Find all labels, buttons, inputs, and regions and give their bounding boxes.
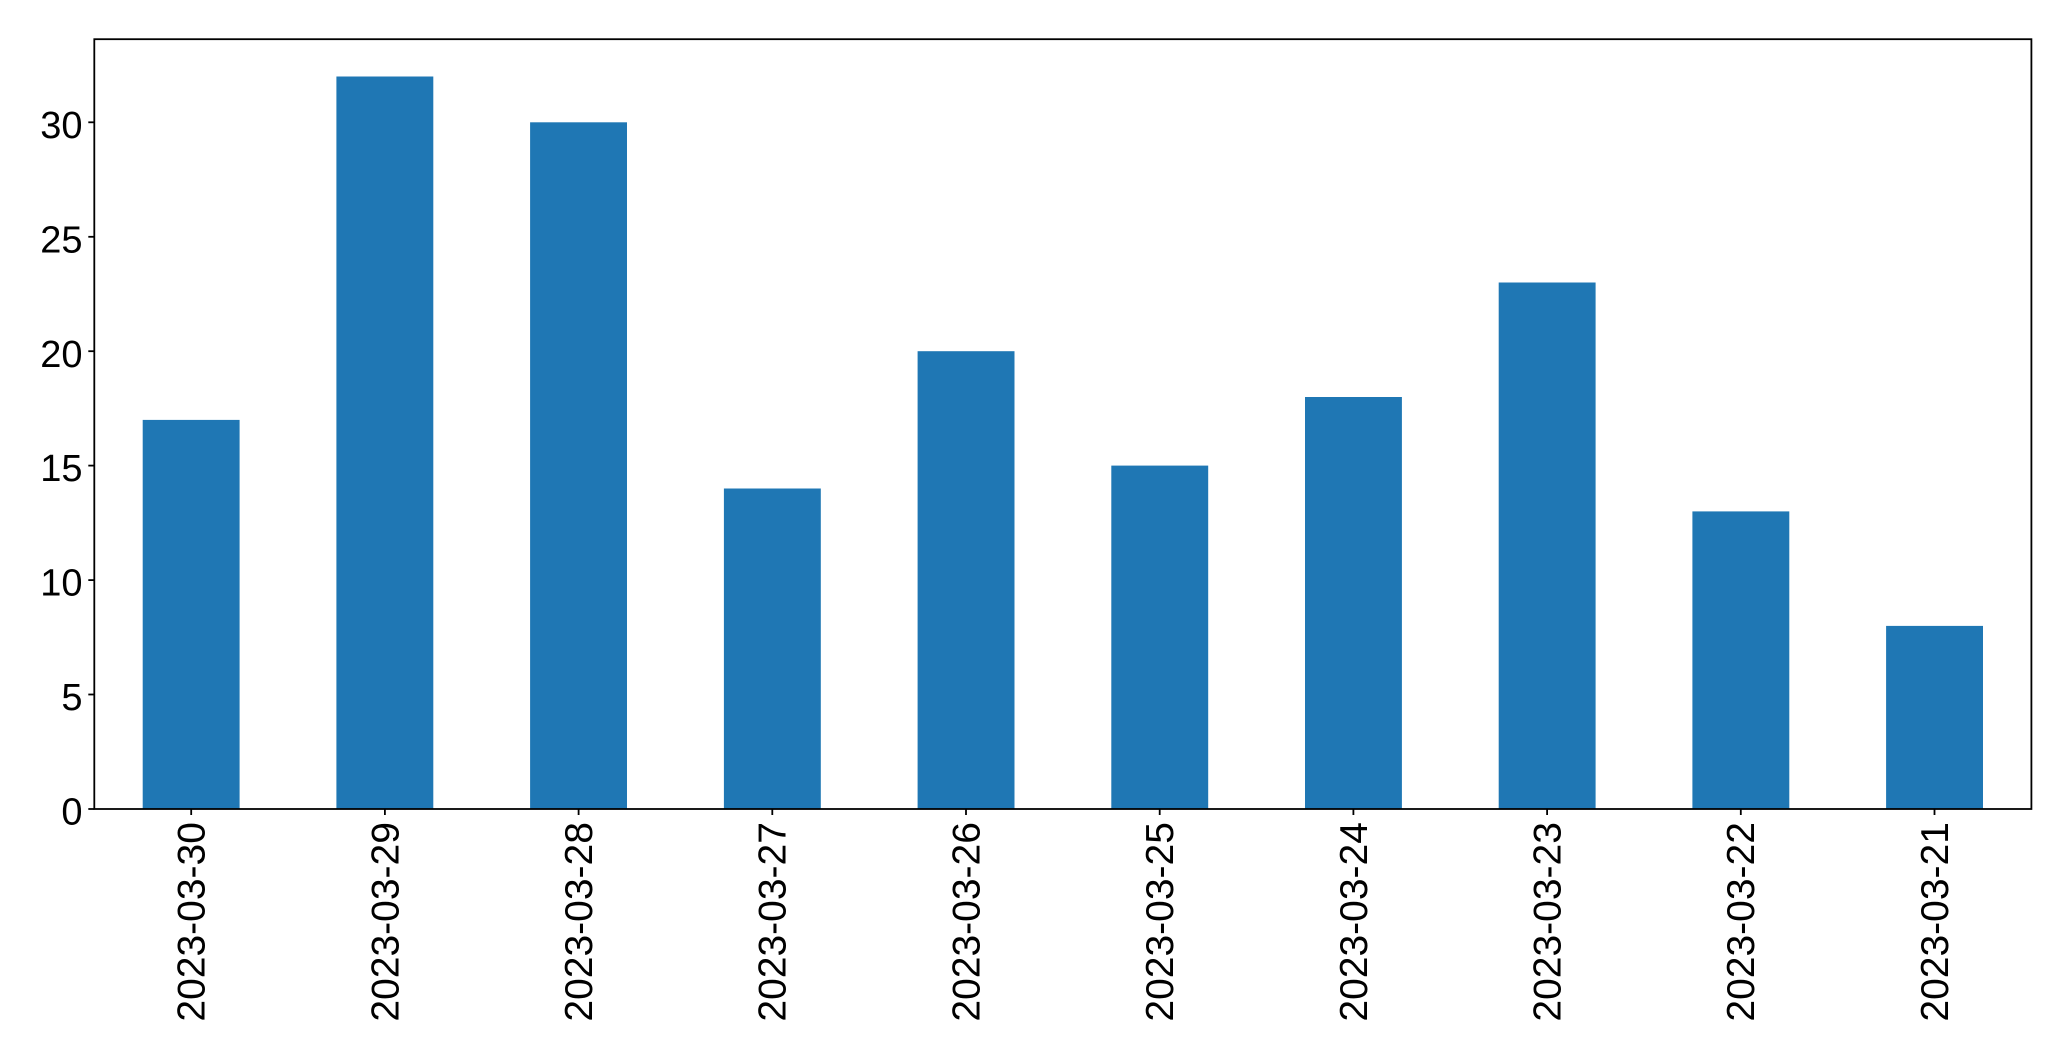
svg-text:2023-03-21: 2023-03-21 [1914,822,1957,1022]
svg-text:2023-03-22: 2023-03-22 [1720,822,1763,1022]
svg-text:5: 5 [61,677,82,719]
svg-text:2023-03-23: 2023-03-23 [1527,822,1570,1022]
svg-text:25: 25 [40,219,82,261]
svg-text:10: 10 [40,563,82,605]
svg-text:2023-03-28: 2023-03-28 [558,822,601,1022]
svg-text:2023-03-25: 2023-03-25 [1139,822,1182,1022]
svg-text:2023-03-30: 2023-03-30 [171,822,214,1022]
svg-text:2023-03-27: 2023-03-27 [752,822,795,1022]
svg-text:0: 0 [61,792,82,834]
svg-text:15: 15 [40,448,82,490]
svg-text:2023-03-24: 2023-03-24 [1333,822,1376,1022]
svg-text:2023-03-26: 2023-03-26 [945,822,988,1022]
svg-text:20: 20 [40,334,82,376]
svg-text:2023-03-29: 2023-03-29 [364,822,407,1022]
svg-text:30: 30 [40,105,82,147]
